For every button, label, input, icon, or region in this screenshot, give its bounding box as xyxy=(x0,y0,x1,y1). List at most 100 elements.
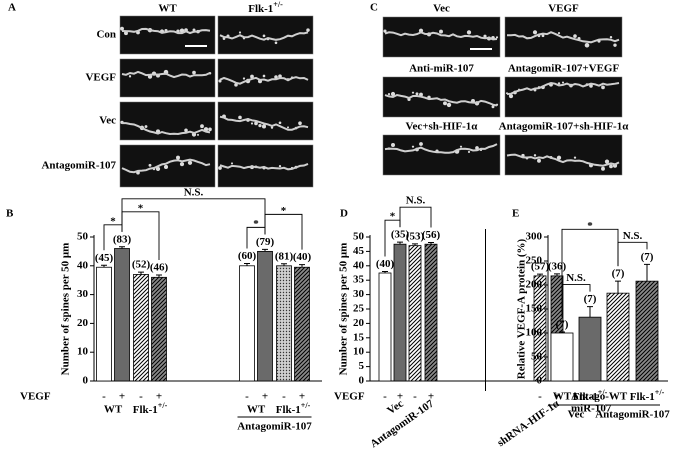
spine xyxy=(467,150,471,154)
column-header-base: Flk-1 xyxy=(248,3,273,15)
error-bar xyxy=(299,264,305,268)
panel-label: VEGF xyxy=(548,3,579,15)
row-label: VEGF xyxy=(85,72,116,84)
bar xyxy=(550,332,574,382)
error-bar xyxy=(397,241,403,245)
y-tick-label: 0 xyxy=(537,375,543,387)
error-bar xyxy=(281,263,287,266)
spine xyxy=(613,43,617,47)
row-label: Vec xyxy=(99,115,116,127)
spine xyxy=(200,124,204,129)
x-tick-label: - xyxy=(413,391,417,403)
spine xyxy=(541,34,545,38)
spine xyxy=(411,91,415,94)
n-label: (7) xyxy=(641,251,654,263)
spine xyxy=(262,74,266,78)
x-tick-label: + xyxy=(262,391,268,403)
x-title: VEGF xyxy=(334,391,365,403)
y-tick-label: 10 xyxy=(77,346,89,358)
bar xyxy=(635,280,659,382)
panel-letter: D xyxy=(340,208,348,220)
spine xyxy=(415,92,419,96)
spine xyxy=(584,42,590,48)
spine xyxy=(589,84,593,88)
spine xyxy=(483,34,487,38)
side-label: miR-107 xyxy=(571,403,612,415)
micrograph xyxy=(119,58,216,98)
significance-label: N.S. xyxy=(184,186,204,198)
x-tick-label: Flk-1+/- xyxy=(630,388,665,403)
comparison-bracket xyxy=(399,206,432,228)
panel-letter: C xyxy=(370,2,378,14)
y-tick-label: 40 xyxy=(353,259,365,271)
x-tick-label: + xyxy=(397,391,403,403)
bar xyxy=(114,248,130,382)
panel-letter: B xyxy=(6,208,14,220)
spine xyxy=(250,122,254,125)
spine xyxy=(609,164,613,169)
x-tick-label: WT xyxy=(609,391,628,403)
n-label: (35) xyxy=(391,229,410,241)
significance-label: * xyxy=(138,202,144,214)
spine xyxy=(128,75,132,78)
y-tick-label: 50 xyxy=(531,351,543,363)
y-axis-label: Number of spines per 50 μm xyxy=(60,243,72,376)
dendrite xyxy=(507,31,620,44)
n-label: (60) xyxy=(238,250,257,262)
spine xyxy=(508,94,514,99)
dendrite xyxy=(121,70,211,79)
spine xyxy=(298,121,302,126)
group-label-base: Flk-1 xyxy=(276,404,301,416)
y-tick-label: 50 xyxy=(353,231,365,243)
significance-label: * xyxy=(110,215,116,227)
spine xyxy=(179,162,185,167)
spine xyxy=(196,133,200,136)
n-label: (45) xyxy=(95,252,114,264)
x-tick-label-sup: +/- xyxy=(655,388,665,397)
group-label: AntagomiR-107 xyxy=(237,421,312,433)
dendrite xyxy=(219,76,309,85)
spine xyxy=(491,105,495,109)
y-tick-label: 200 xyxy=(526,279,543,291)
error-bar xyxy=(382,271,388,273)
y-tick-label: 50 xyxy=(77,231,89,243)
y-tick-label: 150 xyxy=(526,303,543,315)
n-label: (46) xyxy=(150,262,169,274)
y-tick-label: 45 xyxy=(353,245,365,257)
n-label: (36) xyxy=(548,260,567,272)
spine xyxy=(163,164,169,169)
y-axis-label: Relative VEGF-A protein (%) xyxy=(516,238,528,379)
bar xyxy=(96,266,112,382)
n-label: (53) xyxy=(406,230,425,242)
bar xyxy=(424,243,438,382)
error-bar xyxy=(559,331,565,333)
n-label: (57) xyxy=(531,261,550,273)
spine xyxy=(439,29,443,34)
x-tick-label: - xyxy=(282,391,286,403)
spine xyxy=(419,142,423,146)
bar xyxy=(239,265,255,382)
micrograph xyxy=(217,15,314,55)
panel-label: AntagomiR-107+VEGF xyxy=(508,63,620,75)
x-tick-label-base: Flk-1 xyxy=(573,391,598,403)
dendrite xyxy=(506,153,620,167)
dendrite xyxy=(122,122,211,136)
significance-label: N.S. xyxy=(623,230,643,242)
x-tick-label: Flk-1+/- xyxy=(573,388,608,403)
significance-label: * xyxy=(587,220,593,232)
n-label: (79) xyxy=(256,236,275,248)
spine xyxy=(286,126,290,129)
x-tick-label-base: Flk-1 xyxy=(630,391,655,403)
bar xyxy=(151,276,167,382)
bar xyxy=(257,250,273,382)
group-label: AntagomiR-107 xyxy=(595,409,670,421)
group-label-base: Flk-1 xyxy=(133,404,158,416)
bar xyxy=(133,274,149,382)
group-label: Flk-1+/- xyxy=(133,401,168,416)
dendrite xyxy=(121,27,211,35)
x-tick-label: + xyxy=(119,391,125,403)
y-tick-label: 35 xyxy=(353,274,365,286)
spine xyxy=(573,156,577,159)
spine xyxy=(242,77,246,80)
spine xyxy=(274,41,278,45)
